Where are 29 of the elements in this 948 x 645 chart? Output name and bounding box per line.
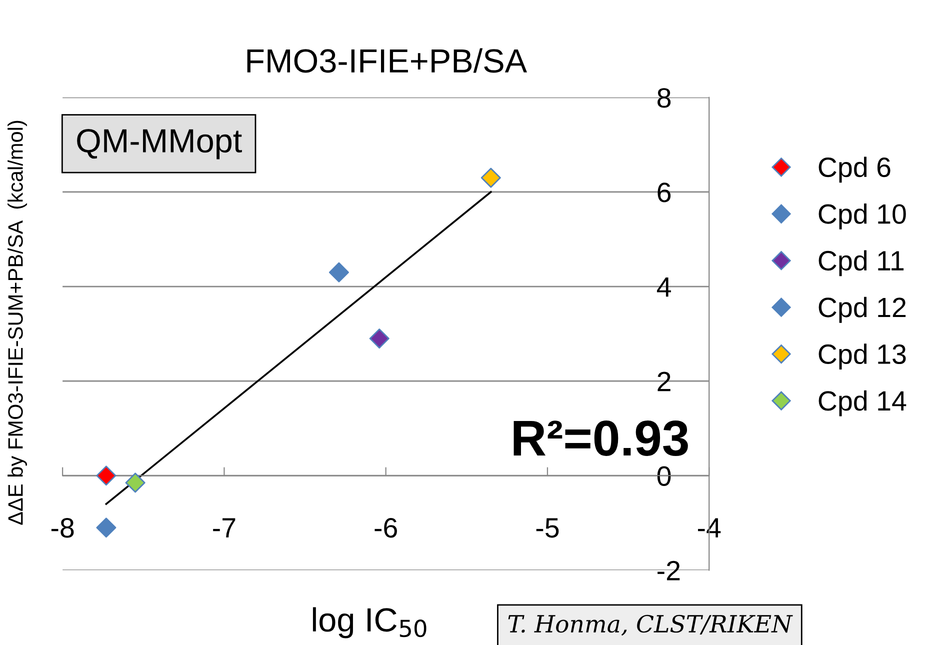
x-tick-label: -6 bbox=[374, 518, 397, 538]
text: T. Honma, CLST/RIKEN bbox=[508, 614, 793, 636]
y-tick-label: 0 bbox=[657, 466, 671, 486]
annotation: QM-MMopt bbox=[77, 129, 242, 160]
y-axis-title: ΔΔE by FMO3-IFIE-SUM+PB/SA (kcal/mol) bbox=[8, 120, 28, 525]
legend-label: Cpd 6 bbox=[818, 156, 890, 183]
point bbox=[480, 168, 501, 188]
x-tick-label: -8 bbox=[51, 518, 74, 538]
chart-title: FMO3-IFIE+PB/SA bbox=[247, 48, 528, 73]
y-tick-label: 6 bbox=[658, 182, 671, 202]
legend-label: Cpd 13 bbox=[818, 344, 906, 370]
x-tick-label: -5 bbox=[536, 518, 559, 538]
y-tick-label: 8 bbox=[658, 88, 671, 108]
point bbox=[328, 262, 349, 282]
legend-label: Cpd 10 bbox=[818, 203, 906, 230]
point bbox=[96, 466, 116, 486]
x-axis-title: log IC$_{50}$ bbox=[312, 607, 426, 638]
x-tick-label: -7 bbox=[213, 518, 236, 538]
y-tick-label: 2 bbox=[658, 372, 670, 392]
y-tick-label: -2 bbox=[658, 560, 680, 580]
legend-label: Cpd 14 bbox=[818, 390, 906, 416]
legend-label: Cpd 12 bbox=[818, 296, 906, 323]
point bbox=[96, 518, 116, 538]
point bbox=[125, 472, 146, 493]
y-tick-label: 4 bbox=[656, 277, 671, 297]
x-tick-label: -4 bbox=[698, 518, 721, 538]
annotation: R²=0.93 bbox=[514, 420, 688, 456]
legend-label: Cpd 11 bbox=[818, 250, 904, 276]
point bbox=[369, 328, 390, 349]
